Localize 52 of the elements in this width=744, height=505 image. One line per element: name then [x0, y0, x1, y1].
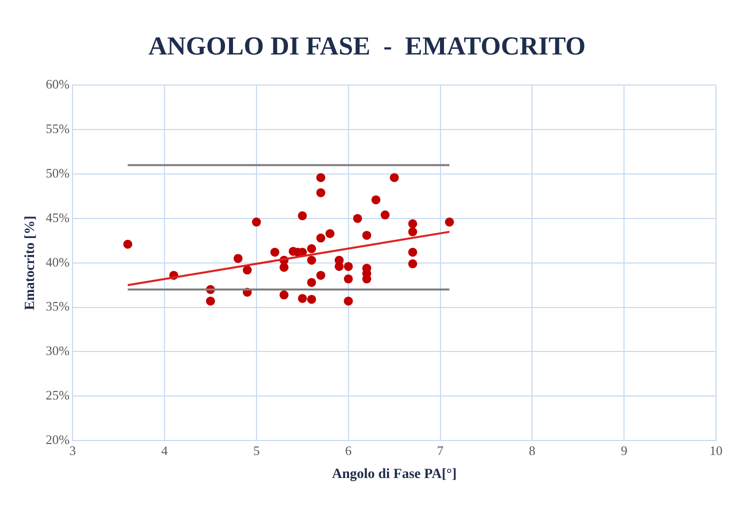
y-tick-label: 25%: [46, 388, 70, 403]
point: [307, 294, 316, 304]
point: [298, 294, 307, 303]
y-tick-label: 20%: [46, 432, 70, 448]
point: [344, 274, 353, 284]
x-tick-label: 5: [253, 442, 260, 458]
point: [444, 218, 454, 227]
x-tick-label: 10: [710, 442, 722, 458]
point: [316, 188, 326, 198]
point: [344, 262, 353, 271]
point: [344, 296, 353, 306]
x-tick-label: 4: [161, 442, 168, 458]
point: [316, 234, 326, 243]
point: [408, 227, 418, 236]
y-axis-title: Ematocrito [%]: [23, 216, 38, 310]
point: [270, 248, 280, 257]
point: [307, 278, 316, 287]
point: [123, 240, 132, 249]
point: [298, 211, 307, 220]
point: [307, 256, 316, 265]
x-tick-label: 8: [528, 442, 536, 458]
point: [408, 259, 418, 268]
point: [362, 230, 372, 240]
y-tick-label: 30%: [46, 343, 70, 358]
point: [280, 290, 289, 300]
point: [252, 218, 261, 227]
point: [408, 219, 418, 228]
chart-title: ANGOLO DI FASE - EMATOCRITO: [148, 31, 586, 60]
point: [390, 173, 399, 182]
y-tick-label: 60%: [46, 76, 70, 92]
point: [316, 173, 326, 182]
x-tick-label: 7: [437, 442, 444, 458]
y-tick-label: 40%: [46, 254, 70, 270]
x-tick-label: 3: [69, 442, 76, 458]
point: [242, 266, 252, 275]
point: [206, 296, 215, 306]
point: [353, 214, 362, 223]
point: [316, 270, 326, 280]
point: [307, 244, 316, 254]
x-tick-label: 6: [345, 442, 352, 458]
point: [380, 210, 390, 220]
y-tick-label: 35%: [46, 298, 70, 314]
x-axis-title: Angolo di Fase PA[°]: [332, 467, 457, 482]
y-tick-label: 45%: [46, 210, 70, 225]
y-tick-label: 50%: [46, 165, 70, 180]
point: [371, 195, 380, 204]
point: [280, 262, 289, 272]
x-tick-label: 9: [620, 442, 628, 458]
point: [325, 229, 334, 238]
y-tick-label: 55%: [46, 121, 70, 136]
point: [408, 248, 418, 257]
point: [234, 254, 243, 263]
